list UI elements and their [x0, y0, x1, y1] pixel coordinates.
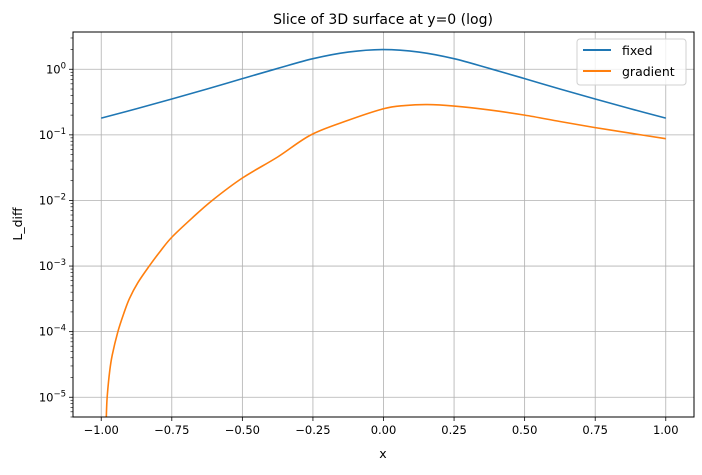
y-axis-label: L_diff: [10, 207, 25, 241]
x-tick-label: 0.50: [512, 423, 538, 437]
x-axis-label: x: [379, 446, 386, 461]
y-tick-label: 10−4: [39, 324, 66, 339]
y-tick-label: 10−3: [39, 258, 66, 273]
ticks: −1.00 −0.75 −0.50 −0.25 0.00 0.25 0.50 0.75 1.00…: [39, 37, 679, 437]
x-tick-label: −0.25: [295, 423, 330, 437]
x-tick-label: 0.00: [371, 423, 397, 437]
y-tick-label: 10−5: [39, 389, 66, 404]
series-lines: [101, 48, 666, 418]
x-tick-label: 0.25: [441, 423, 467, 437]
y-tick-label: 10−1: [39, 127, 66, 142]
y-tick-label: 10−2: [39, 192, 66, 207]
legend-label-fixed: fixed: [622, 43, 653, 58]
x-tick-label: −0.50: [225, 423, 260, 437]
x-tick-label: −0.75: [154, 423, 189, 437]
x-tick-label: 0.75: [582, 423, 608, 437]
series-line-fixed: [101, 48, 666, 119]
gridlines: [73, 32, 694, 417]
x-tick-label: 1.00: [653, 423, 679, 437]
legend: fixed gradient: [576, 38, 687, 86]
series-line-gradient: [105, 103, 666, 418]
x-tick-label: −1.00: [84, 423, 119, 437]
y-tick-label: 100: [46, 61, 66, 76]
chart-title: Slice of 3D surface at y=0 (log): [273, 12, 493, 28]
legend-label-gradient: gradient: [622, 64, 675, 79]
